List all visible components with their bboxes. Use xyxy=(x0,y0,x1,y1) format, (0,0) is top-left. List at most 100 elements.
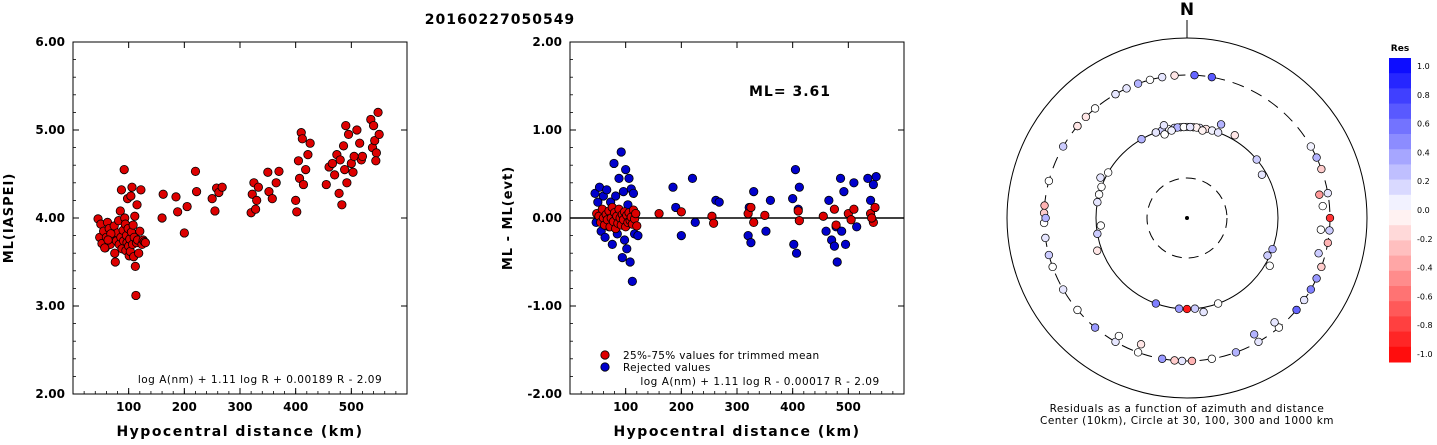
middle-rejected-point xyxy=(609,158,619,169)
left-data-point xyxy=(348,167,358,177)
left-y-tick-label: 6.00 xyxy=(35,35,65,49)
middle-rejected-point xyxy=(611,191,621,201)
middle-trimmed-point xyxy=(676,207,686,217)
polar-data-point xyxy=(1174,304,1184,313)
polar-data-point xyxy=(1097,182,1106,192)
middle-rejected-point xyxy=(840,239,851,249)
middle-rejected-point xyxy=(622,244,632,254)
polar-data-point xyxy=(1041,233,1050,243)
left-data-point xyxy=(100,243,110,253)
left-data-point xyxy=(132,200,142,210)
left-data-point xyxy=(291,195,301,205)
colorbar-title: Res xyxy=(1391,44,1409,54)
legend-label-trimmed: 25%-75% values for trimmed mean xyxy=(623,350,819,362)
left-data-point xyxy=(135,226,145,236)
left-data-point xyxy=(253,182,263,192)
middle-trimmed-point xyxy=(870,202,880,213)
left-data-point xyxy=(131,290,141,301)
polar-data-point xyxy=(1090,104,1100,113)
left-points xyxy=(93,107,384,301)
polar-data-point xyxy=(1213,128,1223,137)
middle-trimmed-point xyxy=(746,202,756,213)
polar-data-point xyxy=(1186,122,1195,132)
middle-rejected-point xyxy=(821,226,831,236)
colorbar-swatch xyxy=(1389,118,1411,135)
polar-data-point xyxy=(1059,142,1068,151)
left-data-point xyxy=(343,129,354,139)
left-data-point xyxy=(293,156,304,166)
polar-data-point xyxy=(1090,323,1100,332)
left-data-point xyxy=(110,257,120,267)
polar-caption-line1: Residuals as a function of azimuth and d… xyxy=(1050,403,1325,415)
middle-y-tick-label: 1.00 xyxy=(532,123,562,137)
polar-data-point xyxy=(1213,299,1223,308)
colorbar-swatch xyxy=(1389,134,1411,150)
middle-rejected-point xyxy=(616,147,626,157)
left-data-point xyxy=(292,207,302,217)
left-y-label: ML(IASPEI) xyxy=(2,173,17,264)
polar-data-point xyxy=(1081,112,1091,122)
polar-data-point xyxy=(1299,295,1309,305)
left-data-point xyxy=(330,170,340,180)
left-x-tick-label: 100 xyxy=(116,400,141,414)
polar-data-point xyxy=(1190,304,1200,313)
left-data-point xyxy=(103,235,113,245)
left-data-point xyxy=(250,204,261,214)
colorbar-swatch xyxy=(1389,270,1411,287)
left-data-point xyxy=(357,151,368,161)
middle-trimmed-point xyxy=(829,204,840,214)
left-data-point xyxy=(373,107,383,118)
colorbar-swatch xyxy=(1389,301,1411,317)
middle-rejected-point xyxy=(676,231,686,241)
middle-rejected-point xyxy=(614,173,624,183)
middle-rejected-point xyxy=(687,173,698,183)
middle-rejected-point xyxy=(600,232,610,242)
colorbar-swatch xyxy=(1389,73,1411,89)
middle-rejected-point xyxy=(765,195,776,205)
colorbar-tick-label: -0.4 xyxy=(1417,264,1433,273)
middle-rejected-point xyxy=(824,195,834,205)
middle-rejected-point xyxy=(849,178,859,188)
colorbar-swatch xyxy=(1389,331,1411,348)
left-data-point xyxy=(337,200,347,210)
polar-data-point xyxy=(1207,73,1216,82)
polar-data-point xyxy=(1093,246,1102,255)
polar-data-point xyxy=(1111,90,1120,99)
middle-rejected-point xyxy=(749,187,759,197)
left-chart: 100 200 300 400 500 2.00 3.00 4.00 5.00 6.00 log … xyxy=(2,35,408,440)
circle-30km xyxy=(1146,177,1228,259)
middle-rejected-point xyxy=(593,197,603,207)
colorbar-swatch xyxy=(1389,88,1411,105)
left-x-tick-label: 200 xyxy=(172,400,197,414)
middle-y-tick-label: 2.00 xyxy=(532,35,562,49)
middle-y-label: ML - ML(evt) xyxy=(501,166,516,270)
left-data-point xyxy=(297,134,307,144)
polar-data-point xyxy=(1257,170,1267,179)
colorbar-swatch xyxy=(1389,255,1411,272)
polar-data-point xyxy=(1096,221,1105,230)
middle-y-tick-label: -2.00 xyxy=(527,387,562,401)
polar-data-point xyxy=(1306,142,1315,151)
colorbar-swatch xyxy=(1389,58,1411,74)
colorbar-tick-label: 1.0 xyxy=(1417,62,1430,71)
left-data-point xyxy=(374,129,384,139)
middle-x-tick-label: 400 xyxy=(780,400,805,414)
polar-data-point xyxy=(1093,229,1102,238)
polar-data-point xyxy=(1314,249,1323,258)
colorbar-tick-label: -0.8 xyxy=(1417,321,1433,330)
polar-data-point xyxy=(1122,84,1131,93)
polar-data-point xyxy=(1265,261,1274,270)
left-data-point xyxy=(327,158,338,169)
polar-data-point xyxy=(1044,250,1054,260)
middle-rejected-point xyxy=(829,241,840,251)
polar-data-point xyxy=(1041,213,1050,223)
left-data-point xyxy=(303,150,313,160)
left-data-point xyxy=(355,138,365,148)
colorbar-swatch xyxy=(1389,103,1411,120)
middle-rejected-point xyxy=(791,248,802,258)
polar-data-point xyxy=(1160,130,1169,139)
left-y-tick-label: 5.00 xyxy=(35,123,65,137)
left-data-point xyxy=(305,138,315,148)
left-x-label: Hypocentral distance (km) xyxy=(116,424,363,440)
polar-data-point xyxy=(1170,71,1179,80)
